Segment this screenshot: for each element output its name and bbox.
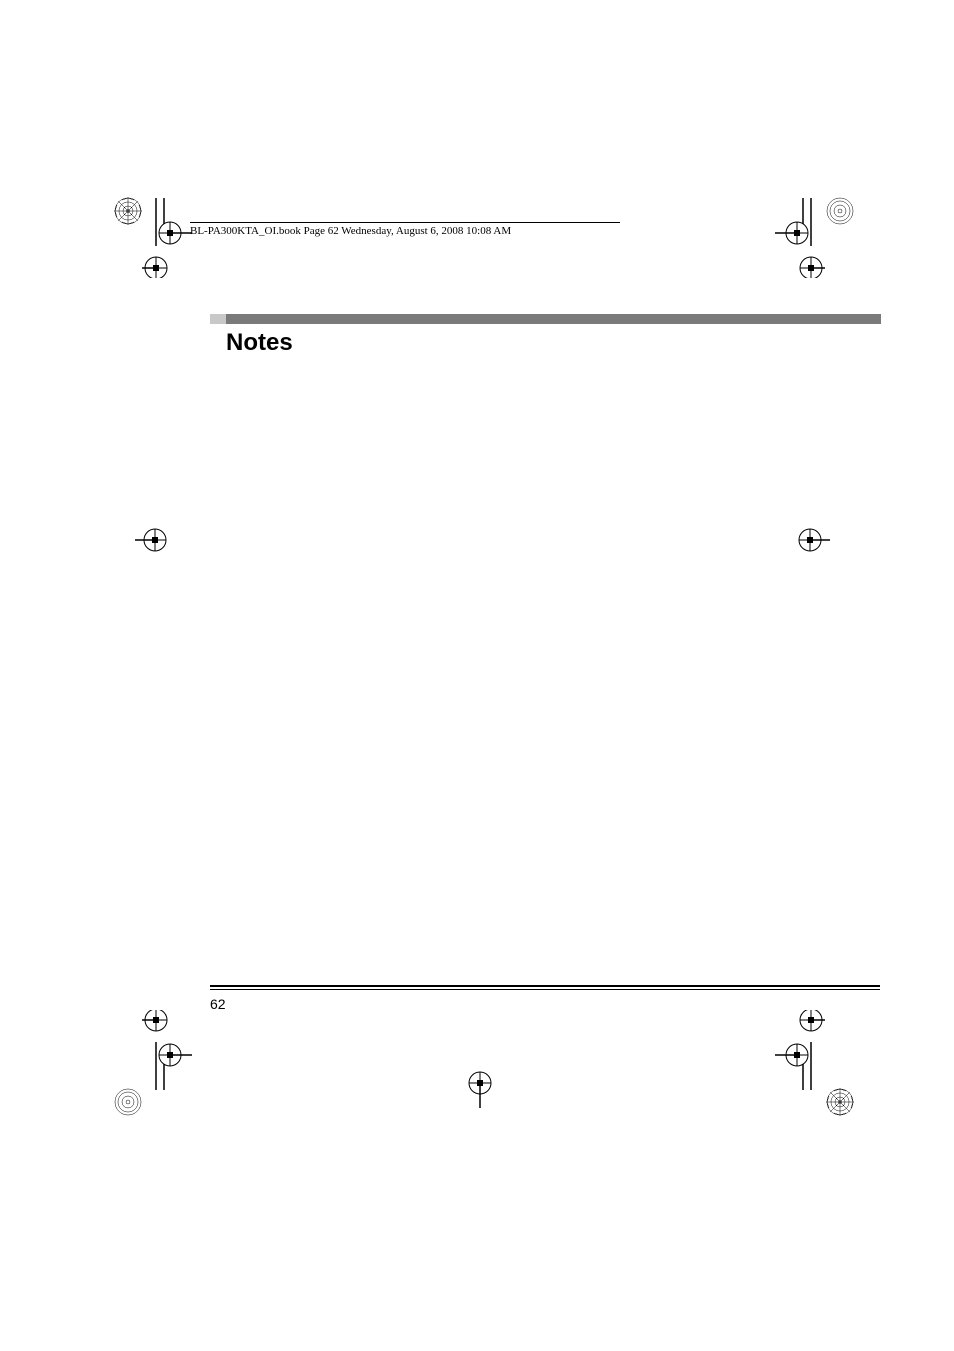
reg-mark-cross-br — [775, 1010, 825, 1090]
reg-mark-cross-mb — [465, 1068, 495, 1108]
reg-mark-radial-tr — [826, 197, 854, 225]
reg-mark-radial-br — [826, 1088, 854, 1116]
reg-mark-cross-tl — [142, 198, 192, 278]
section-title: Notes — [226, 329, 293, 357]
reg-mark-radial-bl — [114, 1088, 142, 1116]
reg-mark-cross-bl — [142, 1010, 192, 1090]
footer-rule-thin — [210, 989, 880, 990]
reg-mark-radial-tl — [114, 197, 142, 225]
running-head: BL-PA300KTA_OI.book Page 62 Wednesday, A… — [190, 222, 620, 237]
reg-mark-cross-tr — [775, 198, 825, 278]
title-bar-light — [210, 314, 226, 324]
page-number: 62 — [210, 996, 226, 1012]
reg-mark-cross-mr — [790, 525, 830, 555]
title-bar-dark — [226, 314, 881, 324]
reg-mark-cross-ml — [135, 525, 175, 555]
footer-rule-thick — [210, 985, 880, 987]
